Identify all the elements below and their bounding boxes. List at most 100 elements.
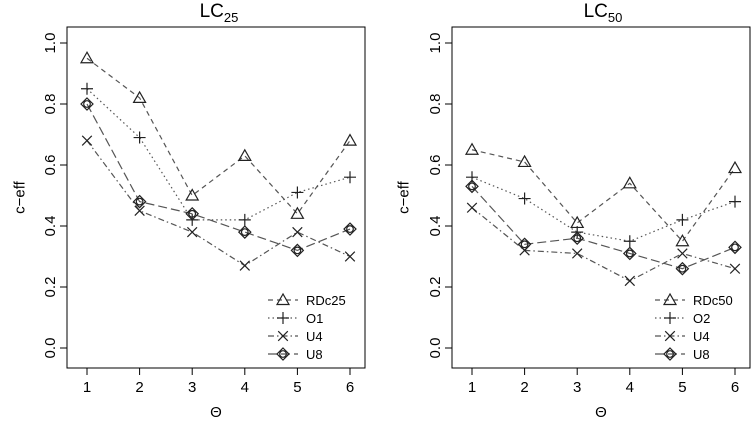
- data-point-triangle: [290, 206, 305, 219]
- diamond-inner-circle: [731, 243, 739, 252]
- data-point-diamond: [237, 225, 252, 239]
- data-point-diamond: [728, 240, 742, 255]
- data-point-plus: [291, 186, 304, 199]
- y-tick-label: 0.0: [427, 338, 444, 359]
- legend-label: U8: [693, 347, 710, 362]
- data-point-plus: [676, 213, 689, 226]
- diamond-shape: [465, 179, 479, 194]
- chart-title: LC50: [584, 1, 623, 25]
- legend-marker-cross: [664, 330, 676, 342]
- diamond-shape: [570, 231, 585, 246]
- diamond-inner-circle: [83, 100, 91, 108]
- diamond-inner-circle: [240, 228, 249, 237]
- legend-item-rdc25: RDc25: [268, 292, 346, 308]
- data-point-triangle: [79, 51, 95, 64]
- data-point-plus: [623, 235, 636, 248]
- legend-marker-diamond: [276, 347, 290, 361]
- y-tick-label: 0.4: [42, 216, 59, 237]
- diamond-shape: [185, 206, 200, 221]
- diamond-shape: [132, 194, 147, 209]
- data-point-diamond: [343, 222, 357, 236]
- legend-item-rdc50: RDc50: [655, 292, 733, 308]
- legend-label: U8: [306, 347, 323, 362]
- data-point-cross: [81, 135, 93, 146]
- data-point-diamond: [465, 179, 479, 194]
- diamond-inner-circle: [666, 350, 674, 358]
- data-point-diamond: [80, 97, 94, 111]
- diamond-inner-circle: [678, 264, 687, 273]
- legend-marker-diamond: [663, 347, 677, 361]
- chart-title-subscript: 25: [224, 10, 238, 25]
- legend-label: RDc50: [693, 293, 733, 308]
- data-point-triangle: [342, 133, 358, 146]
- data-point-triangle: [727, 160, 743, 174]
- diamond-shape: [728, 240, 742, 255]
- y-axis-label: c−eff: [395, 180, 412, 213]
- diamond-shape: [237, 225, 252, 239]
- data-point-cross: [134, 205, 145, 216]
- x-axis-label: Θ: [210, 404, 222, 421]
- x-tick-label: 2: [135, 379, 143, 396]
- legend-marker-triangle: [275, 292, 291, 306]
- x-tick-label: 4: [241, 379, 249, 396]
- data-point-plus: [518, 192, 531, 205]
- legend-item-u8: U8: [655, 347, 710, 362]
- series-line: [471, 207, 736, 282]
- data-point-cross: [344, 251, 356, 262]
- diamond-shape: [80, 97, 94, 111]
- diamond-inner-circle: [188, 209, 197, 218]
- x-tick-label: 1: [468, 379, 476, 396]
- x-tick-label: 5: [678, 379, 686, 396]
- data-point-diamond: [517, 237, 532, 252]
- data-point-triangle: [132, 90, 147, 104]
- diamond-inner-circle: [346, 225, 354, 233]
- legend-item-o1: O1: [268, 311, 323, 326]
- y-tick-label: 0.6: [427, 155, 444, 176]
- y-tick-label: 0.8: [42, 94, 59, 115]
- x-tick-label: 3: [573, 379, 581, 396]
- data-point-cross: [729, 263, 741, 274]
- y-tick-label: 1.0: [427, 33, 444, 54]
- legend-label: O2: [693, 311, 710, 326]
- diamond-inner-circle: [135, 197, 144, 206]
- data-point-plus: [238, 213, 251, 226]
- data-point-cross: [186, 226, 198, 238]
- data-point-triangle: [237, 148, 252, 161]
- legend-label: U4: [693, 329, 710, 344]
- diamond-inner-circle: [293, 246, 302, 255]
- series-rdc25: [79, 51, 358, 219]
- diamond-shape: [663, 347, 677, 361]
- y-tick-label: 1.0: [42, 33, 59, 54]
- diamond-inner-circle: [573, 234, 582, 243]
- chart-title-main: LC: [200, 1, 224, 22]
- series-line: [86, 88, 351, 221]
- diamond-shape: [517, 237, 532, 252]
- diamond-shape: [343, 222, 357, 236]
- data-point-cross: [239, 260, 251, 271]
- diamond-inner-circle: [468, 182, 476, 191]
- series-line: [471, 176, 736, 242]
- series-line: [471, 185, 736, 270]
- data-point-diamond: [675, 261, 690, 276]
- data-point-cross: [466, 202, 478, 213]
- diamond-shape: [675, 261, 690, 276]
- legend-marker-cross: [277, 330, 289, 342]
- data-point-triangle: [185, 188, 200, 201]
- series-o1: [81, 82, 356, 226]
- data-point-diamond: [622, 246, 637, 261]
- legend-label: O1: [306, 311, 323, 326]
- x-axis-label: Θ: [595, 404, 607, 421]
- legend-marker-plus: [664, 312, 676, 324]
- legend: RDc25 O1 U4 U8: [268, 292, 346, 362]
- data-point-cross: [571, 248, 583, 259]
- y-tick-label: 0.4: [427, 216, 444, 237]
- y-tick-label: 0.2: [427, 277, 444, 298]
- series-line: [86, 140, 351, 267]
- x-tick-label: 6: [731, 379, 739, 396]
- data-point-cross: [677, 248, 688, 259]
- diamond-inner-circle: [279, 350, 287, 358]
- data-point-plus: [133, 131, 146, 144]
- legend-item-o2: O2: [655, 311, 710, 326]
- chart-title: LC25: [200, 1, 239, 25]
- chart-title-subscript: 50: [608, 10, 622, 25]
